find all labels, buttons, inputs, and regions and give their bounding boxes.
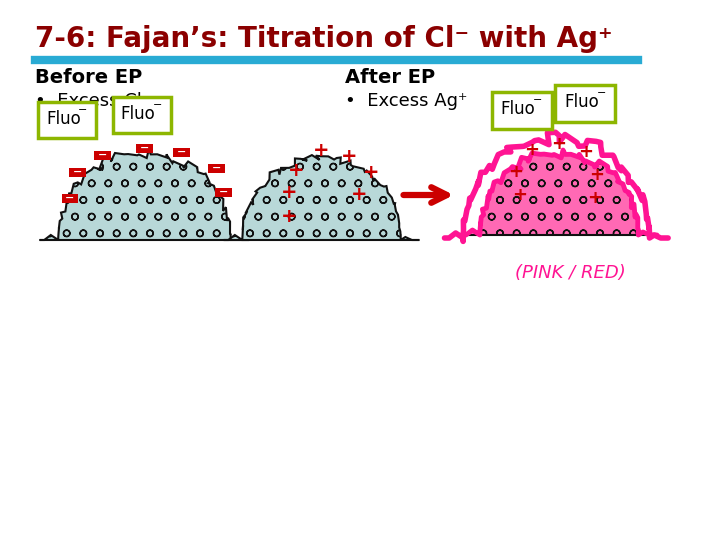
Polygon shape	[462, 150, 657, 235]
Text: +: +	[577, 143, 593, 161]
FancyBboxPatch shape	[136, 144, 153, 152]
Text: −: −	[212, 163, 221, 172]
Text: −: −	[596, 88, 606, 98]
Text: +: +	[313, 140, 330, 159]
Polygon shape	[224, 155, 419, 240]
Text: +: +	[589, 166, 604, 184]
Text: −: −	[98, 150, 107, 159]
Text: Before EP: Before EP	[35, 68, 143, 87]
FancyBboxPatch shape	[208, 164, 225, 172]
Text: Fluo: Fluo	[120, 105, 156, 123]
Polygon shape	[40, 150, 249, 240]
Text: Fluo: Fluo	[46, 110, 81, 128]
Text: •  Excess Ag⁺: • Excess Ag⁺	[345, 92, 467, 110]
Text: 7-6: Fajan’s: Titration of Cl⁻ with Ag⁺: 7-6: Fajan’s: Titration of Cl⁻ with Ag⁺	[35, 25, 613, 53]
FancyBboxPatch shape	[215, 187, 232, 197]
Text: •  Excess Cl⁻: • Excess Cl⁻	[35, 92, 152, 110]
FancyBboxPatch shape	[94, 151, 111, 159]
Text: +: +	[513, 186, 528, 204]
Text: −: −	[177, 146, 186, 157]
Text: +: +	[281, 183, 297, 201]
Text: −: −	[533, 95, 542, 105]
Text: +: +	[587, 189, 602, 207]
Text: Fluo: Fluo	[500, 100, 536, 118]
Text: −: −	[66, 192, 75, 202]
Text: −: −	[140, 143, 149, 152]
Text: +: +	[508, 163, 523, 181]
FancyBboxPatch shape	[69, 167, 86, 177]
Text: +: +	[363, 163, 379, 181]
Text: +: +	[552, 135, 567, 153]
FancyBboxPatch shape	[492, 91, 552, 129]
Text: +: +	[288, 160, 305, 179]
FancyBboxPatch shape	[555, 84, 616, 122]
Text: +: +	[351, 186, 367, 205]
Text: +: +	[281, 207, 297, 226]
Text: −: −	[219, 186, 228, 197]
FancyBboxPatch shape	[61, 193, 78, 202]
Text: −: −	[153, 100, 162, 110]
FancyBboxPatch shape	[113, 97, 171, 133]
Text: +: +	[341, 146, 358, 165]
Text: −: −	[73, 166, 82, 177]
Text: −: −	[78, 105, 88, 115]
FancyBboxPatch shape	[174, 147, 190, 157]
Text: After EP: After EP	[345, 68, 435, 87]
FancyBboxPatch shape	[38, 102, 96, 138]
Text: Fluo: Fluo	[564, 93, 599, 111]
Text: +: +	[523, 141, 539, 159]
Text: (PINK / RED): (PINK / RED)	[515, 264, 626, 282]
